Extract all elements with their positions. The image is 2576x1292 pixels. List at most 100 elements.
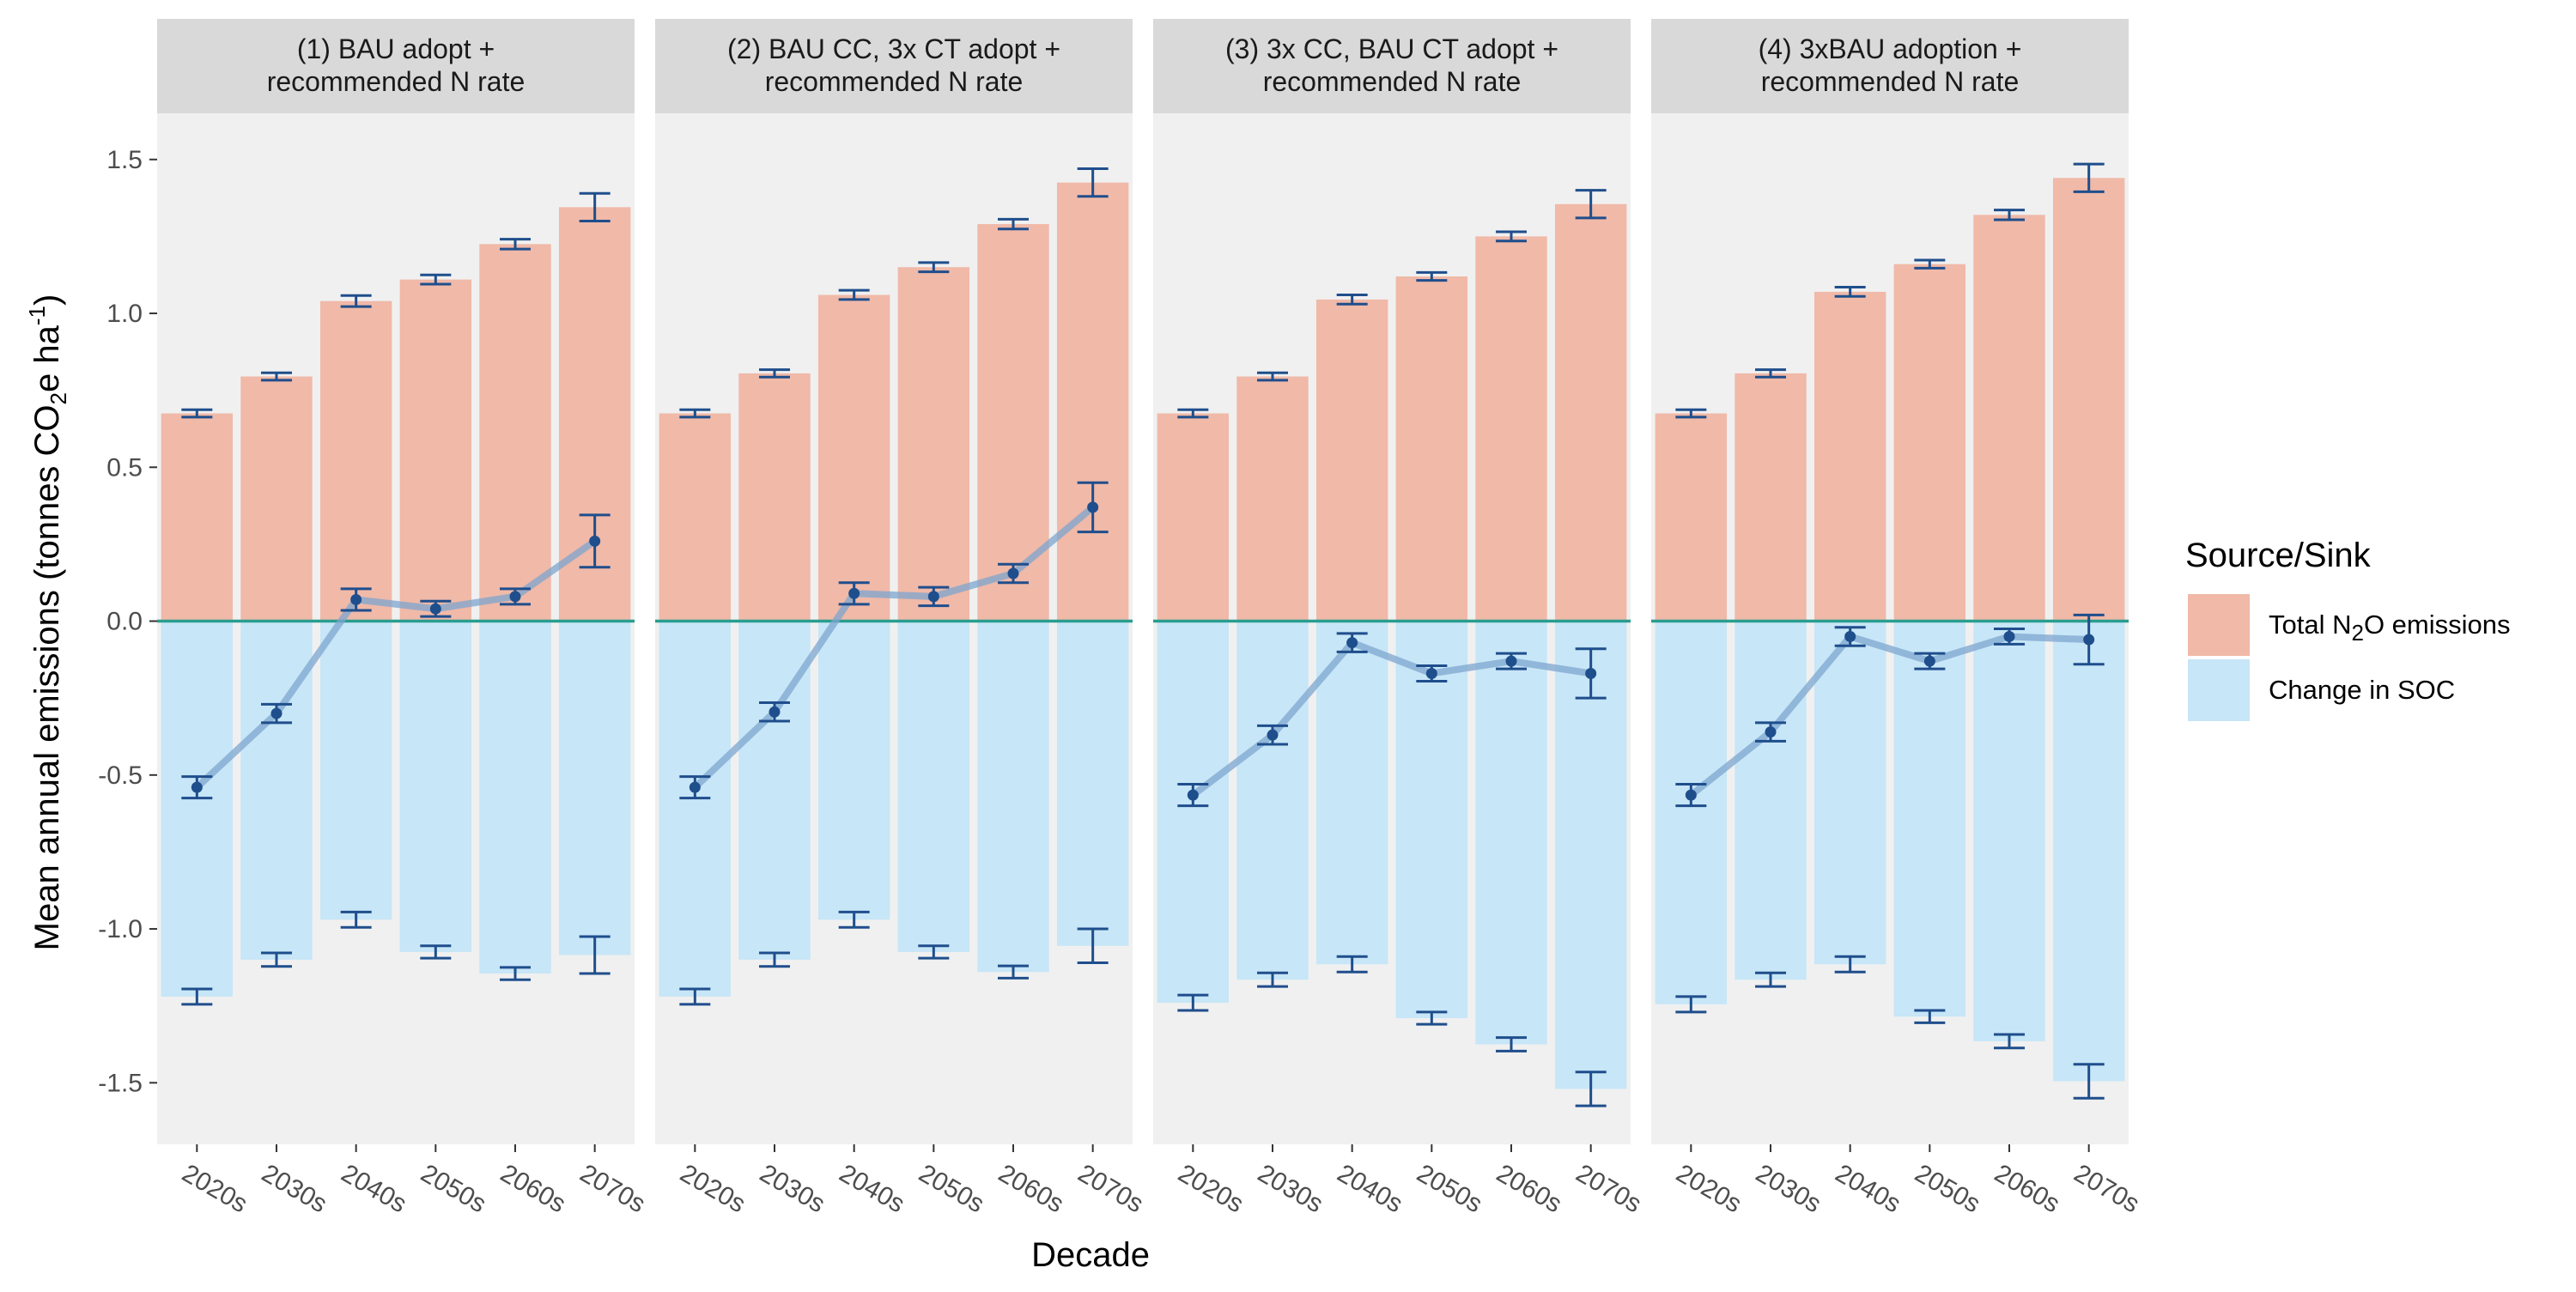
facet-title-line: recommended N rate: [1761, 66, 2020, 97]
bar-n2o-2020s: [161, 413, 234, 622]
text-segment: O emissions: [2364, 610, 2511, 640]
errorbar-n2o-2030s: [261, 371, 292, 382]
bar-soc-2030s: [1236, 621, 1309, 980]
text-segment: -1: [24, 306, 50, 325]
errorbar-soc-2020s: [679, 987, 711, 1006]
facet-panel-2: (2) BAU CC, 3x CT adopt +recommended N r…: [655, 19, 1148, 1218]
errorbar-soc-2030s: [261, 951, 292, 968]
panel-background: [655, 113, 1133, 1144]
y-tick-label: 1.5: [106, 146, 143, 174]
legend: Source/Sink Total N2O emissions Change in…: [2185, 537, 2511, 721]
bar-soc-2020s: [1157, 621, 1230, 1004]
bar-soc-2070s: [2052, 621, 2125, 1082]
errorbar-n2o-2050s: [918, 261, 950, 274]
bar-n2o-2040s: [1814, 291, 1886, 622]
x-tick-label: 2050s: [914, 1159, 988, 1218]
errorbar-n2o-2020s: [679, 408, 711, 419]
errorbar-n2o-2060s: [1994, 209, 2025, 221]
text-segment: Total N: [2269, 610, 2351, 640]
errorbar-n2o-2040s: [838, 288, 870, 301]
errorbar-soc-2020s: [181, 987, 213, 1006]
facet-panel-3: (3) 3x CC, BAU CT adopt +recommended N r…: [1153, 19, 1646, 1218]
errorbar-n2o-2020s: [181, 408, 213, 419]
net-point-2060s: [2003, 630, 2015, 642]
x-tick-label: 2070s: [1073, 1159, 1148, 1218]
errorbar-n2o-2070s: [579, 191, 611, 222]
net-point-2040s: [1346, 637, 1358, 649]
errorbar-n2o-2020s: [1177, 408, 1209, 419]
y-tick-label: -1.0: [98, 915, 143, 943]
bar-n2o-2060s: [479, 244, 551, 622]
net-point-2060s: [509, 591, 521, 603]
x-axis-title: Decade: [1031, 1236, 1150, 1274]
net-point-2060s: [1505, 655, 1517, 667]
facet-title-line: (1) BAU adopt +: [297, 33, 495, 64]
net-point-2030s: [769, 706, 781, 718]
errorbar-n2o-2070s: [1077, 167, 1109, 198]
y-axis: 1.5 1.0 0.5 0.0 -0.5 -1.0 -1.5: [98, 146, 157, 1097]
errorbar-n2o-2060s: [500, 238, 531, 251]
legend-label-2: Change in SOC: [2269, 675, 2455, 705]
bar-soc-2030s: [1735, 621, 1807, 980]
errorbar-soc-2060s: [1994, 1033, 2025, 1050]
errorbar-soc-2040s: [1336, 955, 1368, 974]
x-tick-label: 2060s: [495, 1159, 570, 1218]
errorbar-soc-2040s: [340, 910, 372, 929]
errorbar-soc-2030s: [759, 951, 790, 968]
bar-soc-2020s: [1655, 621, 1728, 1004]
net-point-2030s: [270, 707, 283, 719]
bar-n2o-2030s: [240, 376, 313, 622]
bar-soc-2050s: [1893, 621, 1966, 1017]
net-point-2040s: [350, 593, 362, 605]
net-point-2030s: [1267, 729, 1279, 741]
net-point-2020s: [1685, 789, 1697, 801]
legend-label-1: Total N2O emissions: [2269, 610, 2511, 646]
panel-background: [1153, 113, 1631, 1144]
bar-n2o-2030s: [1236, 376, 1309, 622]
net-point-2050s: [1923, 655, 1935, 667]
errorbar-soc-2040s: [838, 910, 870, 929]
net-point-2020s: [191, 781, 203, 793]
errorbar-n2o-2040s: [340, 294, 372, 308]
errorbar-n2o-2030s: [1755, 368, 1786, 379]
errorbar-soc-2050s: [420, 944, 452, 960]
bar-n2o-2060s: [1475, 236, 1547, 622]
net-point-2050s: [927, 591, 939, 603]
facet-strip: [1153, 19, 1631, 113]
errorbar-soc-2050s: [918, 944, 950, 960]
errorbar-soc-2060s: [1496, 1036, 1527, 1052]
net-point-2020s: [689, 781, 701, 793]
bar-soc-2060s: [1973, 621, 2045, 1041]
panel-background: [157, 113, 635, 1144]
bar-soc-2040s: [817, 621, 890, 920]
facet-title-line: (4) 3xBAU adoption +: [1759, 33, 2022, 64]
y-tick-label: 1.0: [106, 300, 143, 328]
errorbar-n2o-2040s: [1336, 294, 1368, 306]
errorbar-n2o-2070s: [2073, 162, 2105, 193]
x-tick-label: 2060s: [1990, 1159, 2064, 1218]
facet-panel-4: (4) 3xBAU adoption +recommended N rate 20…: [1651, 19, 2144, 1218]
net-point-2040s: [848, 587, 860, 599]
errorbar-soc-2070s: [1575, 1071, 1607, 1107]
x-tick-label: 2060s: [993, 1159, 1068, 1218]
y-axis-title: Mean annual emissions (tonnes CO2e ha-1): [24, 294, 71, 951]
x-tick-label: 2050s: [416, 1159, 490, 1218]
x-tick-label: 2040s: [1333, 1159, 1407, 1218]
errorbar-soc-2060s: [500, 966, 531, 981]
bar-soc-2040s: [1814, 621, 1886, 965]
x-tick-label: 2060s: [1492, 1159, 1566, 1218]
legend-title: Source/Sink: [2185, 537, 2372, 574]
x-tick-label: 2030s: [1253, 1159, 1327, 1218]
x-tick-label: 2040s: [337, 1159, 411, 1218]
axis-titles: Decade Mean annual emissions (tonnes CO2…: [24, 294, 1150, 1274]
bar-n2o-2020s: [1655, 413, 1728, 622]
bar-n2o-2050s: [1893, 264, 1966, 622]
bar-soc-2050s: [897, 621, 970, 952]
text-segment: 2: [46, 392, 71, 404]
bar-n2o-2050s: [897, 267, 970, 622]
bar-soc-2060s: [1475, 621, 1547, 1045]
